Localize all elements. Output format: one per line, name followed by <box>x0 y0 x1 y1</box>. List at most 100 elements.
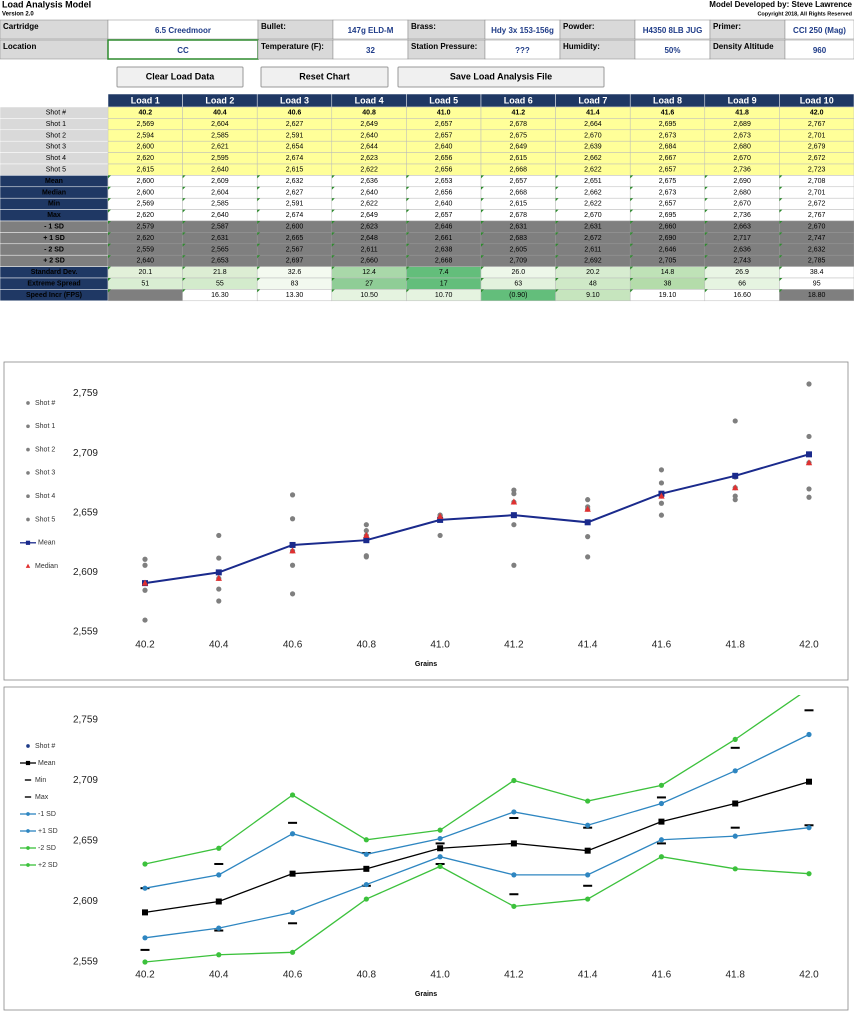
cell-flag <box>406 289 410 293</box>
cell-flag <box>108 175 111 179</box>
cell-flag <box>481 289 484 293</box>
table-value: 2,600 <box>286 224 304 231</box>
cell-flag <box>704 255 708 259</box>
cell-flag <box>182 175 186 179</box>
table-value: 66 <box>738 281 746 288</box>
cell-flag <box>704 232 708 236</box>
series-line <box>144 695 801 865</box>
cell-flag <box>108 243 111 247</box>
table-value: 17 <box>440 281 448 288</box>
cell-flag <box>406 255 410 259</box>
point <box>510 512 517 519</box>
point <box>658 818 665 825</box>
point <box>510 840 517 847</box>
legend-marker <box>26 401 30 405</box>
point <box>806 381 812 387</box>
cell-flag <box>779 221 783 224</box>
point <box>363 851 369 857</box>
point <box>142 935 148 941</box>
cell-flag <box>630 255 634 259</box>
button[interactable] <box>260 66 389 88</box>
legend-label: Shot 4 <box>35 493 55 500</box>
table-value: 2,695 <box>659 121 677 128</box>
input-value: 147g ELD-M <box>348 26 394 35</box>
x-axis-title: Grains <box>415 661 437 668</box>
table-value: 2,680 <box>733 189 751 196</box>
legend-label: Mean <box>38 760 56 767</box>
x-axis-title: Grains <box>415 991 437 998</box>
y-tick-label: 2,709 <box>73 448 98 459</box>
x-tick-label: 41.4 <box>578 970 598 981</box>
column-header: Load 2 <box>205 95 234 105</box>
legend-marker <box>26 846 30 850</box>
point <box>140 948 150 951</box>
series-line <box>144 453 810 585</box>
table-value: 2,654 <box>286 144 304 151</box>
table-value: 2,649 <box>360 121 378 128</box>
x-tick-label: 41.6 <box>652 970 672 981</box>
table-value: 2,656 <box>435 167 453 174</box>
version: Version 2.0 <box>2 12 34 18</box>
table-value: 2,640 <box>360 132 378 139</box>
table-value: 2,785 <box>808 258 826 265</box>
cell-flag <box>182 232 186 236</box>
column-header: Load 4 <box>355 95 384 105</box>
table-value: 2,653 <box>435 178 453 185</box>
point <box>658 500 665 506</box>
cell-flag <box>555 186 559 190</box>
point <box>363 531 370 538</box>
input-label: Temperature (F): <box>261 42 324 51</box>
point <box>806 451 812 458</box>
plot <box>140 695 814 965</box>
legend-label: Shot 3 <box>35 470 55 477</box>
button-label[interactable]: Save Load Analysis File <box>450 71 552 81</box>
button[interactable] <box>397 66 605 88</box>
cell-flag <box>630 209 634 213</box>
input-label: Density Altitude <box>713 42 774 51</box>
row-label: Shot # <box>46 110 66 117</box>
point <box>805 459 813 466</box>
point <box>656 842 666 845</box>
table-value: 10.70 <box>435 292 453 299</box>
table-value: 2,585 <box>211 132 229 139</box>
legend-label: Shot 1 <box>35 423 55 430</box>
legend-marker <box>25 760 31 766</box>
point <box>658 492 665 499</box>
table-value: 2,620 <box>137 212 155 219</box>
table-value: 2,620 <box>137 235 155 242</box>
y-tick-label: 2,609 <box>73 567 98 578</box>
cell-flag <box>555 198 559 202</box>
input-value: 50% <box>664 46 680 55</box>
cell-flag <box>704 209 708 213</box>
table-value: 2,646 <box>435 224 453 231</box>
table-value: 2,638 <box>435 246 453 253</box>
table-value: 2,631 <box>211 235 229 242</box>
table-value: 2,595 <box>211 155 229 162</box>
series-line <box>144 827 810 939</box>
point <box>215 898 222 905</box>
row-label: Shot 1 <box>46 121 66 128</box>
cell-flag <box>257 186 261 190</box>
table-value: 2,600 <box>137 144 155 151</box>
button-label[interactable]: Clear Load Data <box>146 71 216 81</box>
table-value: 2,640 <box>360 189 378 196</box>
point <box>510 498 518 505</box>
table-value: 40.8 <box>362 110 376 117</box>
table-value: 2,600 <box>137 178 155 185</box>
point <box>656 796 666 799</box>
cell-flag <box>108 232 111 236</box>
table-value: 2,639 <box>584 144 602 151</box>
row-label: Shot 2 <box>46 132 66 139</box>
button-label[interactable]: Reset Chart <box>299 71 350 81</box>
table-value: 2,649 <box>360 212 378 219</box>
point <box>216 555 222 561</box>
cell-flag <box>481 186 484 190</box>
cell-flag <box>182 186 186 190</box>
point <box>216 586 222 592</box>
button[interactable] <box>116 66 244 88</box>
point <box>585 534 591 540</box>
cell-flag <box>182 221 186 224</box>
legend-label: Shot # <box>35 743 55 750</box>
point <box>289 492 296 498</box>
input-value-cell <box>784 19 854 40</box>
